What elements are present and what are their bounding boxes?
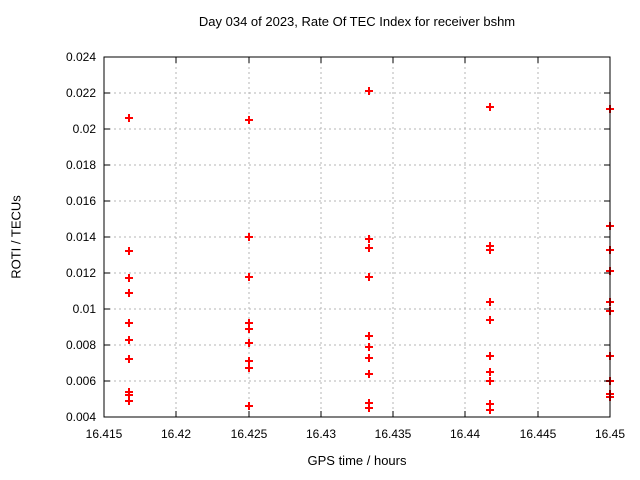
y-tick-label: 0.022 (66, 86, 96, 100)
y-tick-label: 0.02 (73, 122, 97, 136)
x-tick-label: 16.445 (520, 427, 557, 441)
x-axis-label: GPS time / hours (307, 453, 407, 468)
y-tick-label: 0.016 (66, 194, 96, 208)
y-tick-label: 0.012 (66, 266, 96, 280)
series-epoch-16.4417 (486, 103, 494, 414)
series-epoch-16.425 (245, 116, 253, 410)
x-tick-label: 16.43 (306, 427, 336, 441)
series-epoch-16.4167 (125, 114, 133, 405)
x-tick-label: 16.415 (86, 427, 123, 441)
x-tick-label: 16.44 (450, 427, 480, 441)
y-tick-label: 0.014 (66, 230, 96, 244)
y-tick-label: 0.01 (73, 302, 97, 316)
y-tick-label: 0.006 (66, 374, 96, 388)
y-tick-label: 0.018 (66, 158, 96, 172)
x-tick-label: 16.425 (231, 427, 268, 441)
y-tick-label: 0.008 (66, 338, 96, 352)
tick-marks (103, 56, 611, 418)
y-tick-label: 0.004 (66, 410, 96, 424)
tick-labels: 16.415 16.42 16.425 16.43 16.435 16.44 16.445 1… (66, 50, 625, 441)
chart-title: Day 034 of 2023, Rate Of TEC Index for r… (198, 14, 516, 29)
series-epoch-16.4333 (365, 87, 373, 412)
y-tick-label: 0.024 (66, 50, 96, 64)
x-tick-label: 16.45 (595, 427, 625, 441)
data-points (125, 87, 614, 414)
grid-lines (104, 57, 610, 417)
x-tick-label: 16.435 (375, 427, 412, 441)
x-tick-label: 16.42 (161, 427, 191, 441)
